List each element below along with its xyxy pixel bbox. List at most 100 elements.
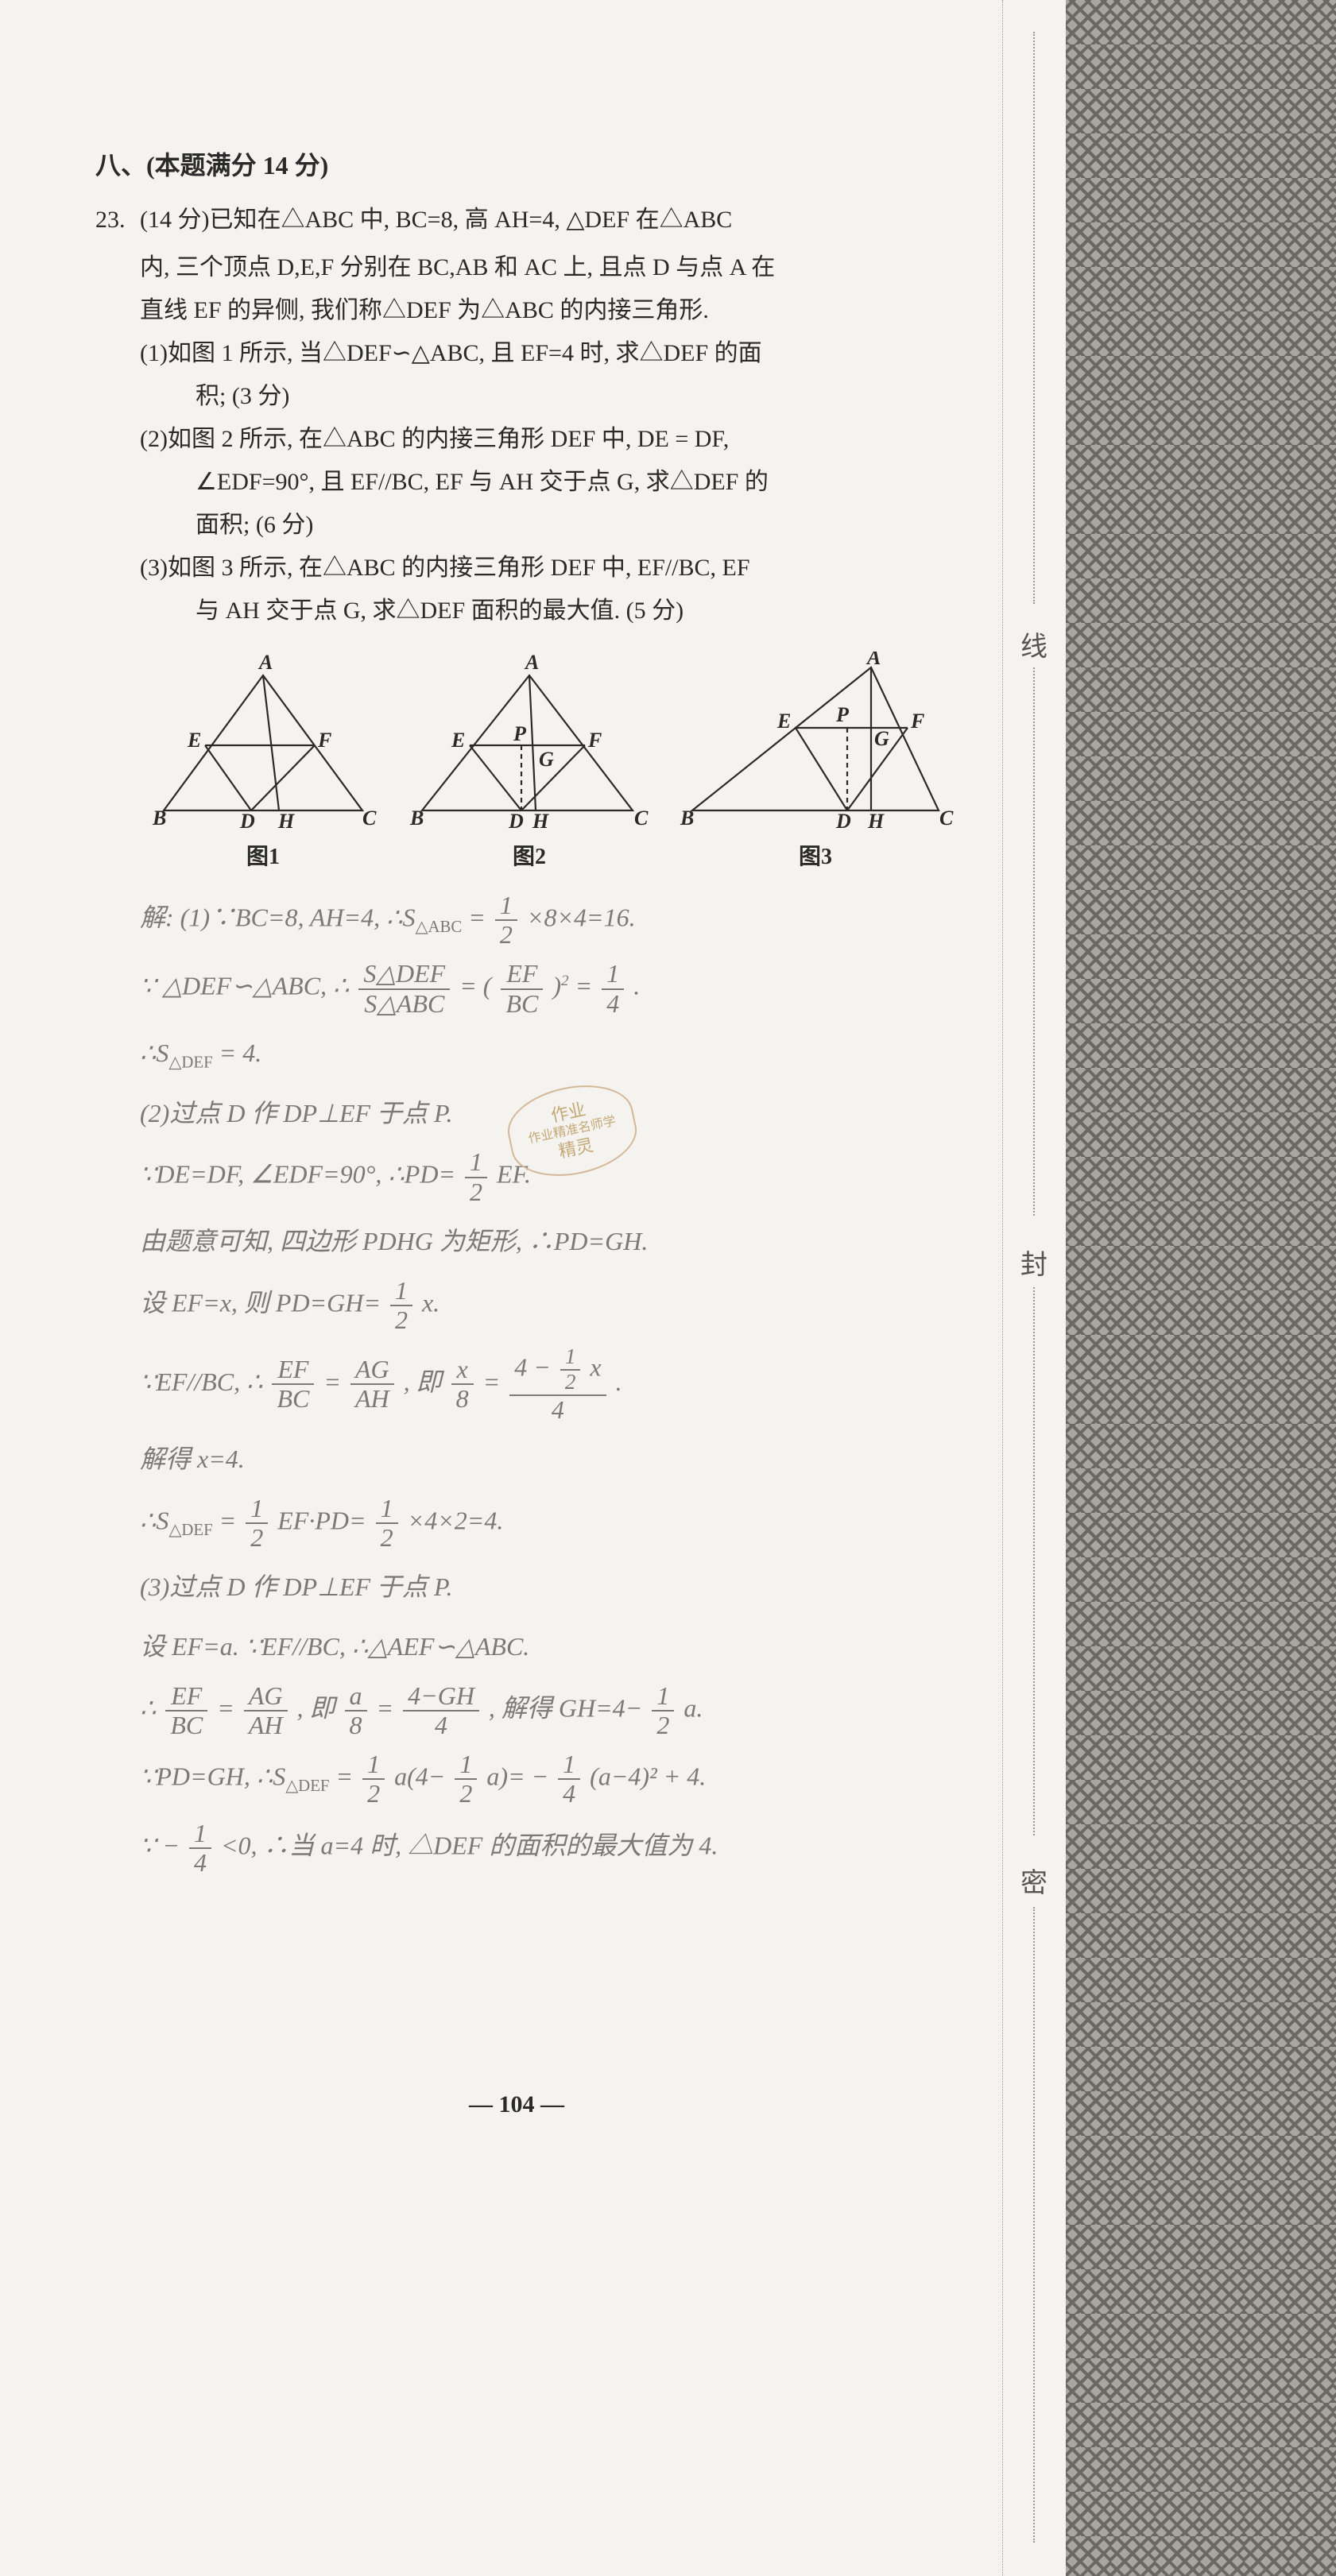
label-A: A <box>524 652 539 674</box>
sol-line-6: 由题意可知, 四边形 PDHG 为矩形, ∴PD=GH. <box>140 1217 938 1266</box>
sol2-f3d: 4 <box>602 990 624 1018</box>
sol8-inner-d: 2 <box>560 1371 581 1394</box>
label-P: P <box>513 722 527 745</box>
stem-line-2: 内, 三个顶点 D,E,F 分别在 BC,AB 和 AC 上, 且点 D 与点 … <box>95 246 938 289</box>
label-F: F <box>317 729 331 752</box>
sol2-mid: = ( <box>459 972 491 1000</box>
sol8-end: . <box>616 1367 622 1396</box>
section-header: 八、(本题满分 14 分) <box>95 143 938 189</box>
sol2-prefix: ∵ △DEF∽△ABC, ∴ <box>140 972 349 1000</box>
label-H: H <box>277 810 295 833</box>
margin-dots <box>1033 32 1035 604</box>
label-D: D <box>835 810 851 833</box>
label-E: E <box>776 710 791 733</box>
sub2-line-a: (2)如图 2 所示, 在△ABC 的内接三角形 DEF 中, DE = DF, <box>95 418 938 461</box>
sol13-mid1: , 即 <box>297 1693 335 1722</box>
figure-2: A B C E F P G D H 图2 <box>402 652 656 877</box>
sol1-eq: = <box>462 903 492 932</box>
sol8-f3n: x <box>451 1356 474 1385</box>
sol8-f4n: 4 − 12 x <box>509 1345 606 1396</box>
sol10-f1n: 1 <box>246 1495 268 1524</box>
sol-line-10: ∴S△DEF = 12 EF·PD= 12 ×4×2=4. <box>140 1495 938 1552</box>
sol15-fn: 1 <box>189 1820 211 1849</box>
sol1-num: 1 <box>495 892 517 921</box>
sol10-prefix: ∴S <box>140 1506 168 1534</box>
sol8-f1n: EF <box>272 1356 314 1385</box>
sol3-end: = 4. <box>213 1039 262 1067</box>
figure2-svg: A B C E F P G D H <box>402 652 656 834</box>
label-D: D <box>239 810 255 833</box>
margin-char-secret: 密 <box>1020 1859 1048 1908</box>
sol-line-13: ∴ EFBC = AGAH , 即 a8 = 4−GH4 , 解得 GH=4− … <box>140 1682 938 1739</box>
sol13-f5n: 1 <box>652 1682 674 1712</box>
label-F: F <box>910 710 924 733</box>
sol2-f1d: S△ABC <box>358 990 450 1018</box>
solution-block: 解: (1)∵BC=8, AH=4, ∴S△ABC = 12 ×8×4=16. … <box>95 892 938 1877</box>
margin-strip: 线 封 密 <box>1002 0 1066 2576</box>
figure3-svg: A B C E F P G D H <box>672 652 958 834</box>
sol-line-15: ∵ − 14 <0, ∴当 a=4 时, △DEF 的面积的最大值为 4. <box>140 1820 938 1877</box>
sol13-mid2: , 解得 GH=4− <box>489 1693 649 1722</box>
sol8-f4d: 4 <box>509 1396 606 1424</box>
sol14-f2n: 1 <box>455 1750 477 1780</box>
label-E: E <box>451 729 465 752</box>
sol13-eq2: = <box>377 1693 401 1722</box>
margin-dots <box>1033 667 1035 1216</box>
sol-line-2: ∵ △DEF∽△ABC, ∴ S△DEFS△ABC = ( EFBC )2 = … <box>140 960 938 1017</box>
sol8-inner-n: 1 <box>560 1345 581 1371</box>
margin-dots <box>1033 1287 1035 1835</box>
sol13-f3n: a <box>345 1682 367 1712</box>
margin-dots <box>1033 1907 1035 2543</box>
sol14-mid2: a)= − <box>486 1762 555 1791</box>
sol2-f3n: 1 <box>602 960 624 989</box>
sol3-prefix: ∴S <box>140 1039 168 1067</box>
sol13-end: a. <box>683 1693 703 1722</box>
sol7-end: x. <box>422 1288 440 1317</box>
sol8-f2d: AH <box>350 1385 394 1413</box>
sol15-end: <0, ∴当 a=4 时, △DEF 的面积的最大值为 4. <box>221 1831 718 1859</box>
figure-1: A B C E F D H 图1 <box>140 652 386 877</box>
sol13-f4n: 4−GH <box>403 1682 479 1712</box>
sol14-f3d: 4 <box>558 1780 580 1808</box>
margin-char-seal: 封 <box>1020 1241 1048 1290</box>
sub1-line-b: 积; (3 分) <box>95 375 938 418</box>
label-B: B <box>680 806 694 830</box>
page-content: 八、(本题满分 14 分) 23. (14 分)已知在△ABC 中, BC=8,… <box>0 0 986 2206</box>
sol8-prefix: ∵EF//BC, ∴ <box>140 1367 262 1396</box>
sub1-line-a: (1)如图 1 所示, 当△DEF∽△ABC, 且 EF=4 时, 求△DEF … <box>95 332 938 375</box>
sol13-f1n: EF <box>165 1682 207 1712</box>
question-number: 23. <box>95 199 140 242</box>
sol2-f1n: S△DEF <box>358 960 450 989</box>
sol8-eq2: = <box>483 1367 507 1396</box>
sol7-fn: 1 <box>390 1277 412 1306</box>
decorative-border <box>1066 0 1336 2576</box>
sol2-end: . <box>633 972 640 1000</box>
label-F: F <box>587 729 602 752</box>
sol7-fd: 2 <box>390 1306 412 1334</box>
sol14-f1d: 2 <box>362 1780 385 1808</box>
sol10-f1d: 2 <box>246 1524 268 1552</box>
close-paren: ) <box>552 972 561 1000</box>
margin-char-line: 线 <box>1020 623 1048 671</box>
sol2-f2n: EF <box>501 960 543 989</box>
sol2-sup: 2 <box>561 973 569 989</box>
sol8-f4n-upper: 4 − <box>514 1352 557 1381</box>
label-G: G <box>539 748 554 771</box>
figure1-caption: 图1 <box>140 837 386 877</box>
figure2-caption: 图2 <box>402 837 656 877</box>
sol2-eq2: = <box>575 972 599 1000</box>
label-D: D <box>508 810 524 833</box>
sol-line-8: ∵EF//BC, ∴ EFBC = AGAH , 即 x8 = 4 − 12 x… <box>140 1345 938 1424</box>
sol-line-12: 设 EF=a. ∵EF//BC, ∴△AEF∽△ABC. <box>140 1623 938 1671</box>
stem-line-1: (14 分)已知在△ABC 中, BC=8, 高 AH=4, △DEF 在△AB… <box>140 199 938 242</box>
question-stem: 23. (14 分)已知在△ABC 中, BC=8, 高 AH=4, △DEF … <box>95 199 938 242</box>
sol5-prefix: ∵DE=DF, ∠EDF=90°, ∴PD= <box>140 1160 462 1189</box>
sol10-mid: EF·PD= <box>277 1506 372 1534</box>
sol15-fd: 4 <box>189 1849 211 1877</box>
page-number: — 104 — <box>95 2083 938 2126</box>
sol10-f2n: 1 <box>376 1495 398 1524</box>
sol13-f4d: 4 <box>403 1712 479 1739</box>
sol-line-14: ∵PD=GH, ∴S△DEF = 12 a(4− 12 a)= − 14 (a−… <box>140 1750 938 1808</box>
sol14-end: (a−4)² + 4. <box>590 1762 706 1791</box>
figure1-svg: A B C E F D H <box>140 652 386 834</box>
